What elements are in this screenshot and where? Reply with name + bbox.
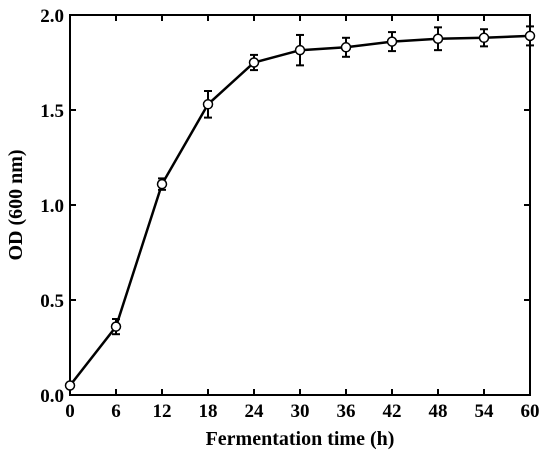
x-tick-label: 42 <box>383 401 402 422</box>
series-line <box>69 34 531 387</box>
y-tick-label: 0.0 <box>40 386 64 407</box>
x-tick-label: 18 <box>199 401 218 422</box>
x-tick-label: 12 <box>153 401 172 422</box>
x-tick-label: 54 <box>475 401 495 422</box>
data-point <box>64 380 76 391</box>
y-tick-label: 1.0 <box>40 196 64 217</box>
data-point <box>386 36 398 47</box>
data-point <box>202 99 214 110</box>
x-tick-label: 36 <box>337 401 356 422</box>
x-axis-title: Fermentation time (h) <box>206 428 395 450</box>
series-layer <box>64 25 536 391</box>
data-point <box>432 33 444 44</box>
data-point <box>294 44 306 56</box>
data-point <box>110 321 122 332</box>
data-point <box>156 178 168 190</box>
data-point <box>478 32 490 44</box>
x-tick-label: 24 <box>245 401 265 422</box>
tick-labels: 0 6 12 18 24 30 36 42 48 54 60 0.0 0.5 1.0 1.5 2.0 <box>40 6 539 422</box>
y-tick-label: 0.5 <box>40 291 64 312</box>
y-axis-title: OD (600 nm) <box>5 149 27 260</box>
plot-frame <box>69 14 531 396</box>
y-tick-label: 2.0 <box>40 6 64 27</box>
data-point <box>340 42 352 53</box>
axes <box>69 14 531 396</box>
data-point <box>524 30 536 42</box>
x-tick-label: 30 <box>291 401 310 422</box>
x-tick-label: 6 <box>111 401 121 422</box>
y-tick-label: 1.5 <box>40 101 64 122</box>
x-tick-label: 48 <box>429 401 448 422</box>
x-tick-label: 60 <box>521 401 540 422</box>
x-tick-label: 0 <box>65 401 75 422</box>
data-point <box>248 57 260 68</box>
